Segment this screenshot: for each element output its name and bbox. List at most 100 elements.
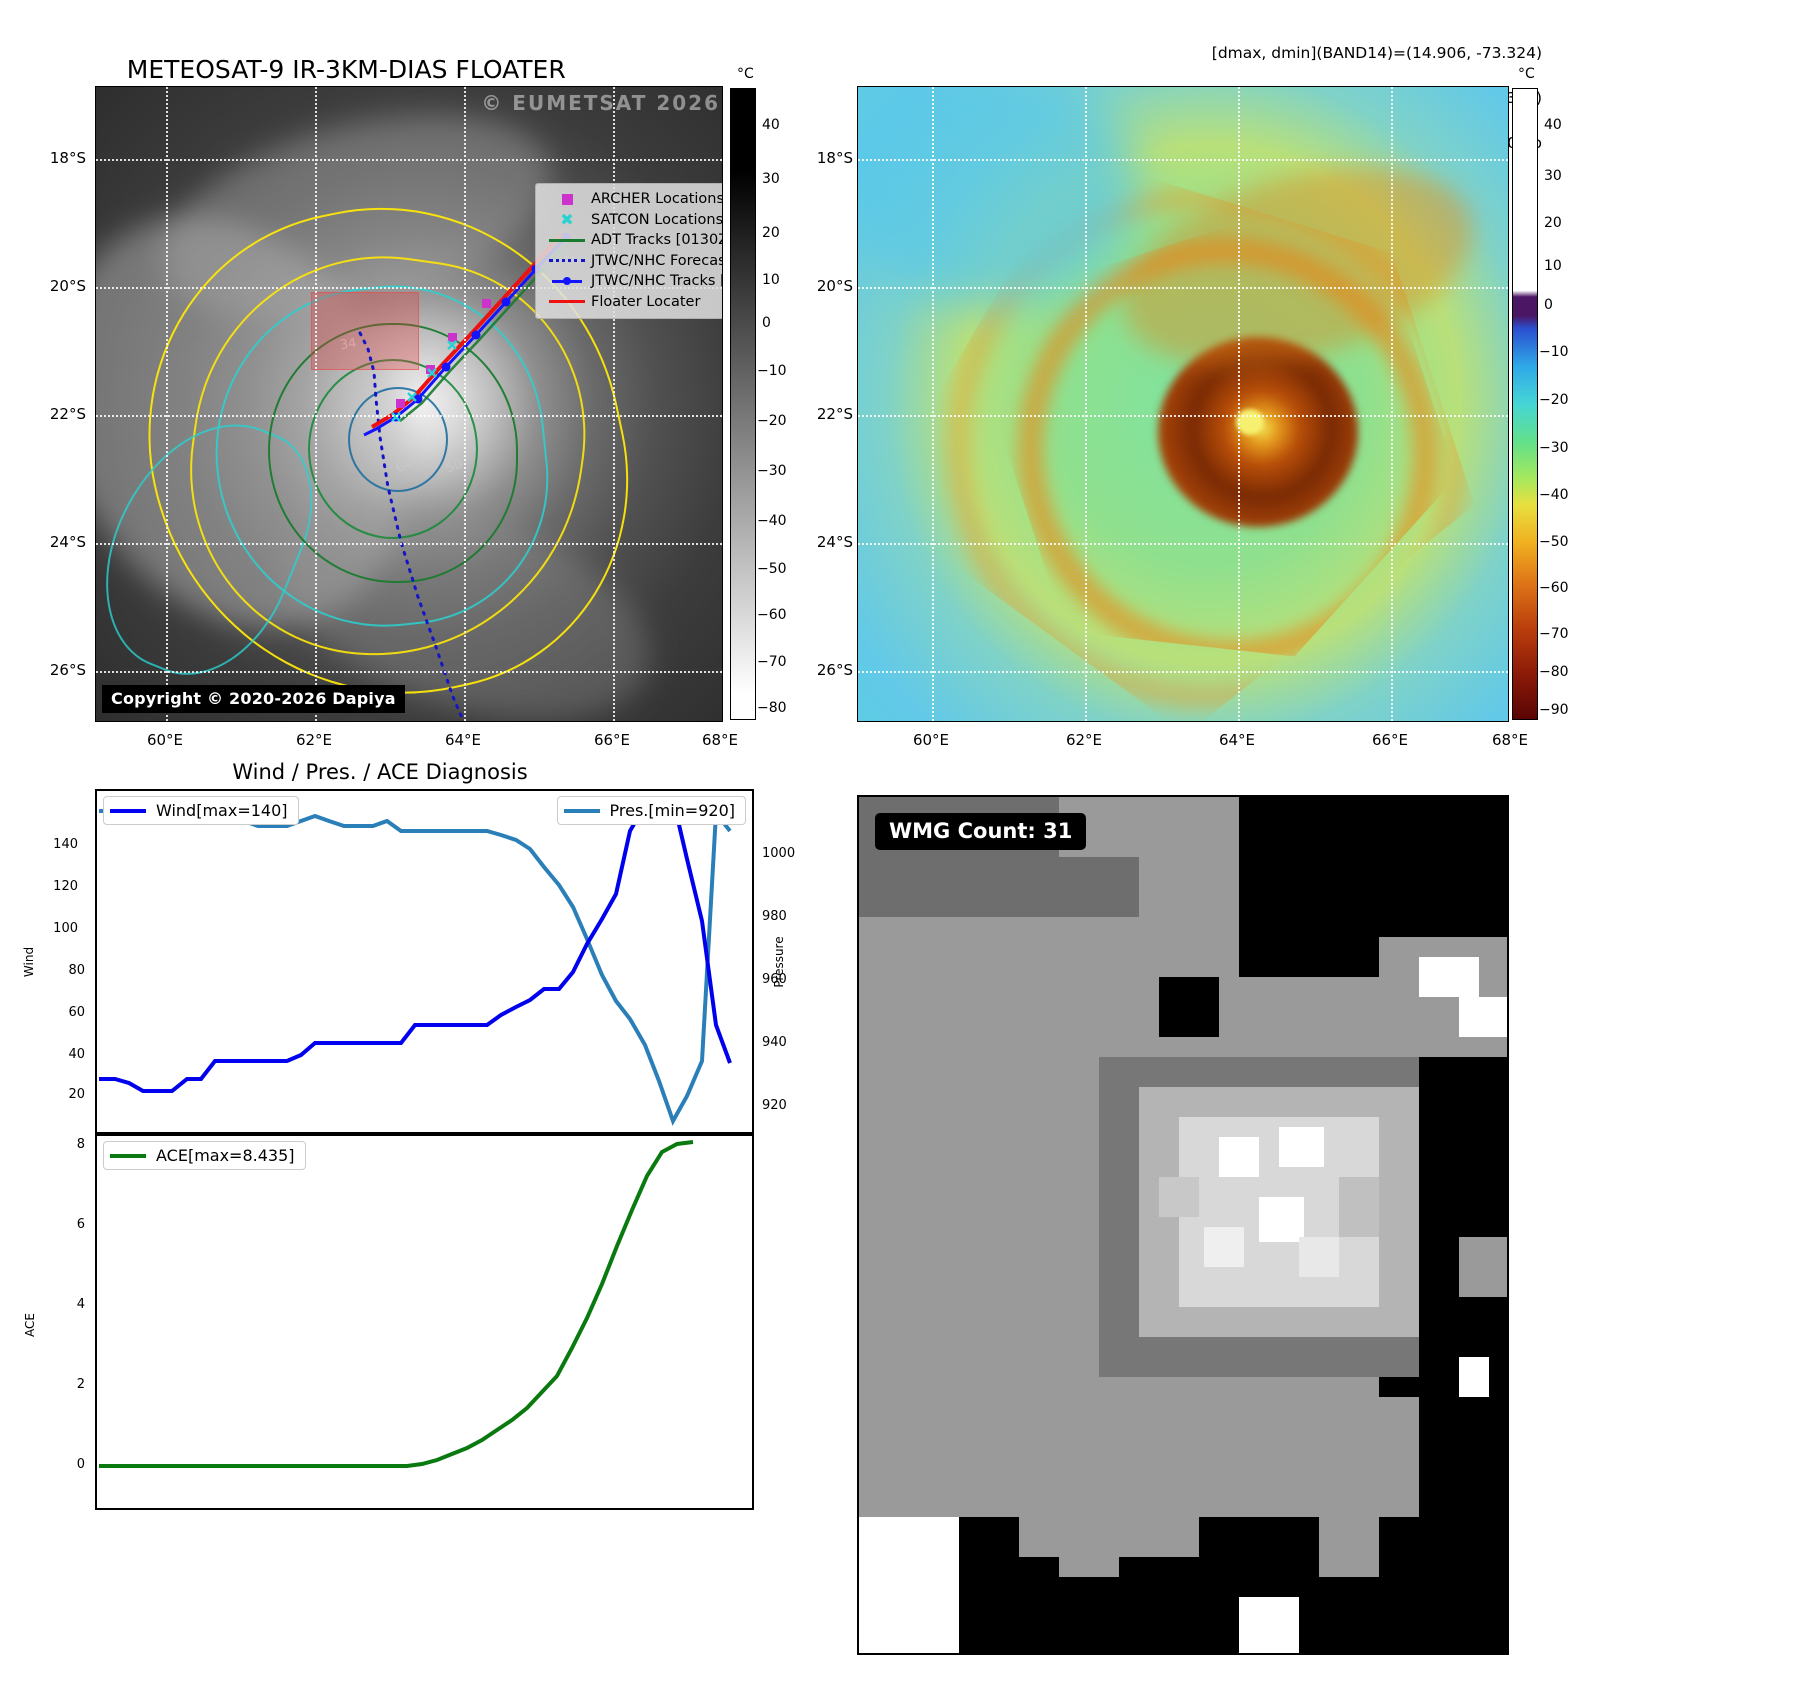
colorbar-tick: −30	[1539, 440, 1569, 456]
legend-item-floater-locater: Floater Locater	[543, 292, 722, 313]
contour-blue	[348, 387, 448, 492]
wmg-cell	[1139, 857, 1239, 917]
wind-axis-label: Wind	[22, 946, 36, 978]
awv-panel: [dmax, dmin](BAND14)=(14.906, -73.324) […	[800, 0, 1797, 760]
colorbar-tick: −40	[1539, 487, 1569, 503]
eumetsat-watermark: © EUMETSAT 2026	[481, 91, 720, 115]
wmg-cell	[1459, 1237, 1507, 1297]
grid-line-lon	[1391, 87, 1393, 721]
colorbar-tick: 10	[762, 272, 780, 288]
wind-line-swatch	[110, 808, 146, 813]
colorbar-tick: 0	[762, 315, 771, 331]
wmg-cell	[859, 1417, 1019, 1517]
lon-tick-label: 60°E	[146, 731, 184, 749]
legend-label: SATCON Locations [0000Z 129 937]	[591, 211, 723, 228]
lon-tick-label: 62°E	[1065, 731, 1103, 749]
ir-satellite-image[interactable]: 34 50 64	[95, 86, 723, 722]
legend-label: Floater Locater	[591, 293, 701, 310]
wind-y-tick: 140	[53, 837, 78, 852]
colorbar-tick: −70	[757, 654, 787, 670]
storm-tracks-overlay	[358, 232, 571, 721]
wind-pressure-plot	[99, 796, 732, 1126]
awv-satellite-image[interactable]	[857, 86, 1509, 722]
wmg-cell	[1279, 1127, 1324, 1167]
colorbar-tick: 10	[1544, 258, 1562, 274]
ir-colorbar	[730, 88, 756, 720]
wind-pressure-chart[interactable]: Wind[max=140] Pres.[min=920]	[95, 789, 754, 1134]
colorbar-unit-label: °C	[1518, 66, 1535, 82]
lat-tick-label: 20°S	[816, 277, 853, 295]
grid-line-lon	[932, 87, 934, 721]
lat-tick-label: 22°S	[49, 405, 86, 423]
wmg-cell	[1059, 1537, 1119, 1577]
grid-line-lat	[96, 159, 722, 161]
legend-label: JTWC/NHC Tracks [24/0000Z]	[591, 273, 722, 290]
ace-y-tick: 0	[76, 1457, 85, 1472]
wmg-cell	[1219, 1137, 1259, 1177]
diagnosis-panel: Wind / Pres. / ACE Diagnosis Wind[max=14…	[0, 760, 800, 1690]
lat-tick-label: 22°S	[816, 405, 853, 423]
colorbar-tick: −50	[757, 561, 787, 577]
awv-eye-center	[1236, 409, 1264, 435]
ace-chart[interactable]: ACE[max=8.435]	[95, 1134, 754, 1510]
grid-line-lat	[858, 671, 1508, 673]
copyright-notice: Copyright © 2020-2026 Dapiya	[102, 685, 405, 713]
grid-line-lat	[96, 543, 722, 545]
ace-y-tick: 4	[76, 1297, 85, 1312]
wmg-cell	[1459, 1357, 1489, 1397]
legend-item-archer: ARCHER Locations [2123Z]	[543, 189, 722, 210]
grid-line-lon	[1085, 87, 1087, 721]
wmg-cell	[1259, 1197, 1304, 1242]
ace-line-swatch	[110, 1153, 146, 1158]
legend-item-jtwc-tracks: JTWC/NHC Tracks [24/0000Z]	[543, 271, 722, 292]
x-marker-icon: ✖	[560, 209, 574, 229]
ir-title-line1: METEOSAT-9 IR-3KM-DIAS FLOATER	[126, 55, 566, 84]
wind-legend: Wind[max=140]	[103, 796, 299, 825]
wind-y-tick: 120	[53, 879, 78, 894]
lon-tick-label: 64°E	[1218, 731, 1256, 749]
ace-axis-label: ACE	[23, 1313, 37, 1337]
colorbar-tick: −80	[1539, 664, 1569, 680]
lon-tick-label: 66°E	[593, 731, 631, 749]
pressure-y-tick: 960	[762, 972, 787, 987]
grid-line-lat	[858, 415, 1508, 417]
colorbar-tick: 20	[762, 225, 780, 241]
contour-green	[308, 359, 478, 539]
colorbar-unit-label: °C	[737, 66, 754, 82]
awv-header-band14: [dmax, dmin](BAND14)=(14.906, -73.324)	[1211, 44, 1542, 63]
colorbar-tick: 30	[762, 171, 780, 187]
lat-tick-label: 24°S	[49, 533, 86, 551]
grid-line-lat	[96, 287, 722, 289]
legend-label: JTWC/NHC Forecast [23/1800Z]	[591, 252, 722, 269]
ir-floater-panel: METEOSAT-9 IR-3KM-DIAS FLOATER Time: 202…	[0, 0, 800, 760]
wind-series-line	[99, 796, 732, 1093]
wmg-image[interactable]: WMG Count: 31	[857, 795, 1509, 1655]
wmg-cell	[1239, 797, 1359, 857]
wmg-cell	[1239, 1597, 1299, 1653]
wmg-cell	[1059, 797, 1239, 857]
wind-y-tick: 60	[68, 1005, 85, 1020]
wmg-cell	[1159, 977, 1219, 1037]
colorbar-tick: −90	[1539, 702, 1569, 718]
colorbar-tick: 40	[762, 117, 780, 133]
wmg-cell	[1204, 1227, 1244, 1267]
ace-legend-label: ACE[max=8.435]	[156, 1146, 295, 1165]
lat-tick-label: 20°S	[49, 277, 86, 295]
wmg-panel: WMG Count: 31	[800, 760, 1797, 1690]
legend-item-satcon: ✖ SATCON Locations [0000Z 129 937]	[543, 209, 723, 231]
lon-tick-label: 68°E	[701, 731, 739, 749]
square-marker-icon	[543, 193, 591, 205]
grid-line-lat	[96, 415, 722, 417]
dotted-line-icon	[543, 259, 591, 263]
wind-y-tick: 100	[53, 921, 78, 936]
solid-line-icon	[543, 300, 591, 304]
grid-line-lat	[858, 287, 1508, 289]
colorbar-tick: −60	[757, 607, 787, 623]
contour-green	[268, 323, 518, 583]
lon-tick-label: 62°E	[295, 731, 333, 749]
lon-tick-label: 68°E	[1491, 731, 1529, 749]
colorbar-tick: −10	[757, 363, 787, 379]
ace-y-tick: 8	[76, 1137, 85, 1152]
wind-y-tick: 80	[68, 963, 85, 978]
colorbar-tick: −70	[1539, 626, 1569, 642]
